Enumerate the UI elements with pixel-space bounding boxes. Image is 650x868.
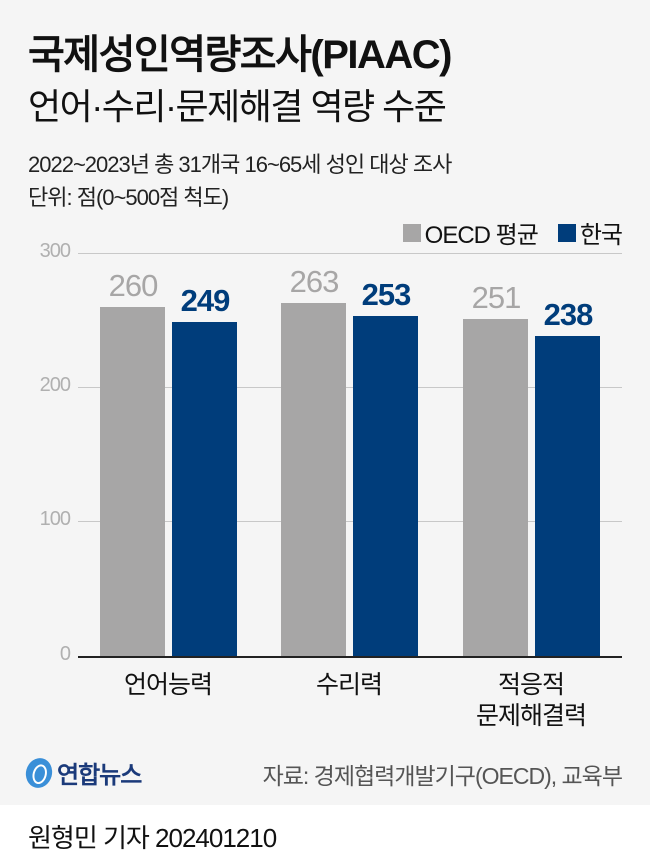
xlabel-literacy: 언어능력: [78, 670, 258, 701]
legend: OECD 평균 한국: [391, 215, 623, 250]
value-korea-numeracy: 253: [361, 277, 412, 312]
gridline-200: [78, 387, 622, 388]
xlabel-problem-solving: 적응적 문제해결력: [441, 670, 621, 732]
legend-item-oecd: OECD 평균: [402, 215, 539, 250]
chart-subtitle: 언어·수리·문제해결 역량 수준: [28, 86, 447, 127]
value-oecd-problem-solving: 251: [471, 280, 522, 315]
bar-oecd-numeracy: [281, 303, 346, 656]
value-oecd-literacy: 260: [108, 268, 159, 303]
value-korea-literacy: 249: [180, 283, 231, 318]
xlabel-numeracy-text: 수리력: [315, 671, 383, 699]
xlabel-problem-solving-line2: 문제해결력: [475, 702, 587, 730]
legend-item-korea: 한국: [557, 215, 623, 250]
value-oecd-numeracy: 263: [289, 264, 340, 299]
yonhap-globe-icon: [22, 754, 56, 791]
legend-label-oecd: OECD 평균: [424, 222, 539, 249]
yonhap-logo: 연합뉴스: [22, 754, 142, 791]
gridline-300: [78, 253, 622, 254]
ytick-100: 100: [39, 508, 71, 530]
bar-oecd-problem-solving: [463, 319, 528, 656]
survey-note: 2022~2023년 총 31개국 16~65세 성인 대상 조사: [28, 152, 452, 177]
source-note: 자료: 경제협력개발기구(OECD), 교육부: [262, 763, 623, 789]
bar-korea-numeracy: [353, 316, 418, 656]
ytick-200: 200: [39, 374, 71, 396]
xlabel-problem-solving-line1: 적응적: [497, 671, 565, 699]
logo-text: 연합뉴스: [57, 762, 142, 789]
ytick-0: 0: [59, 643, 71, 665]
gridline-100: [78, 521, 622, 522]
bar-korea-problem-solving: [535, 336, 600, 656]
oecd-swatch-icon: [402, 223, 421, 242]
bar-korea-literacy: [172, 322, 237, 656]
legend-label-korea: 한국: [579, 222, 623, 249]
xlabel-numeracy: 수리력: [259, 670, 439, 701]
byline: 원형민 기자 20240121​0: [28, 823, 277, 853]
korea-swatch-icon: [557, 223, 576, 242]
x-axis-baseline: [78, 656, 622, 658]
xlabel-literacy-text: 언어능력: [123, 671, 213, 699]
value-korea-problem-solving: 238: [543, 297, 594, 332]
unit-note: 단위: 점(0~500점 척도): [28, 185, 229, 210]
bar-oecd-literacy: [100, 307, 165, 656]
chart-title: 국제성인역량조사(PIAAC): [28, 33, 453, 77]
ytick-300: 300: [39, 240, 71, 262]
